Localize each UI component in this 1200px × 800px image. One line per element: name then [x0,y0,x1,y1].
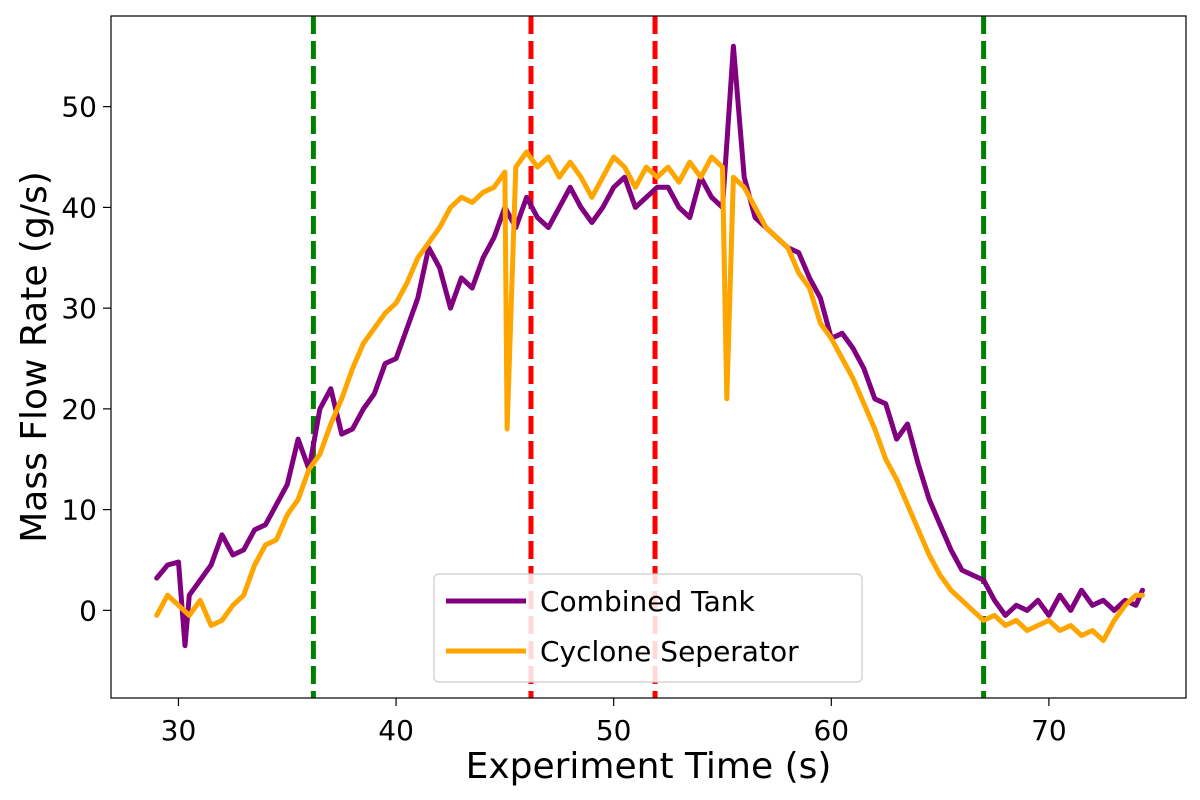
x-tick-label: 70 [1031,714,1067,747]
x-tick-label: 40 [378,714,414,747]
legend-label-2: Cyclone Seperator [540,635,799,668]
y-tick-label: 0 [79,594,97,627]
series-lines [154,43,1145,649]
y-tick-label: 40 [61,191,97,224]
legend: Combined Tank Cyclone Seperator [433,573,863,683]
x-tick-label: 30 [161,714,197,747]
y-axis-label: Mass Flow Rate (g/s) [14,171,55,543]
y-tick-label: 50 [61,91,97,124]
x-axis-label: Experiment Time (s) [466,746,832,787]
y-tick-label: 20 [61,393,97,426]
legend-box [433,573,863,683]
reference-lines [310,16,987,698]
x-tick-label: 50 [596,714,632,747]
legend-label-1: Combined Tank [540,585,756,618]
y-tick-label: 10 [61,494,97,527]
x-axis-ticks: 30 40 50 60 70 [161,698,1067,747]
plot-area-frame [110,15,1187,699]
y-tick-label: 30 [61,292,97,325]
series-line-2 [154,149,1145,644]
x-tick-label: 60 [813,714,849,747]
series-line-1 [154,43,1145,649]
y-axis-ticks: 0 10 20 30 40 50 [61,91,111,627]
